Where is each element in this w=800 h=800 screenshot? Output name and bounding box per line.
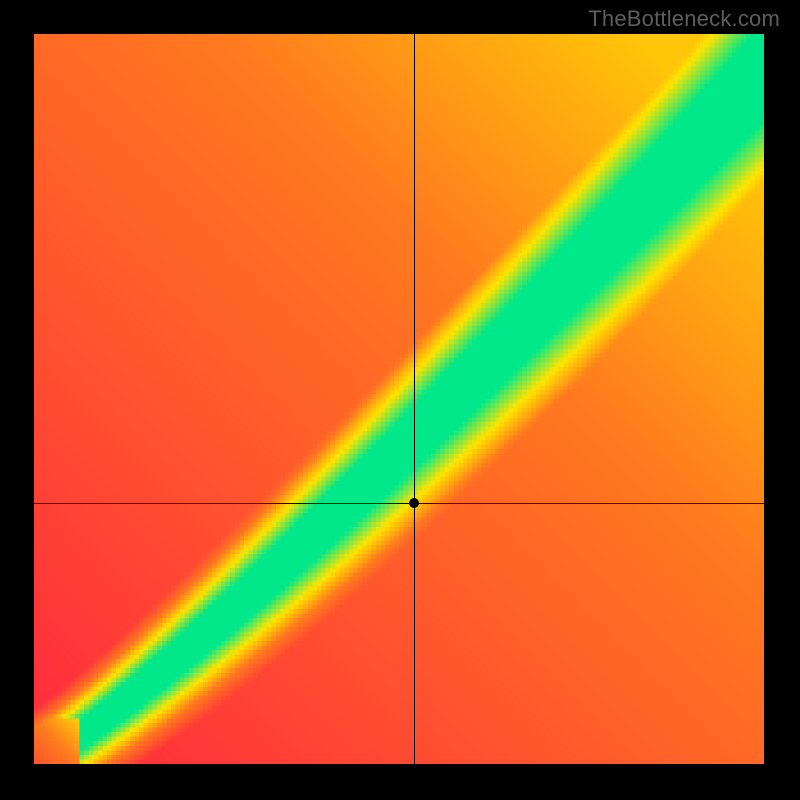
chart-frame: { "watermark": { "text": "TheBottleneck.… <box>0 0 800 800</box>
heatmap-plot <box>34 34 764 764</box>
heatmap-canvas <box>34 34 764 764</box>
watermark-text: TheBottleneck.com <box>588 6 780 32</box>
